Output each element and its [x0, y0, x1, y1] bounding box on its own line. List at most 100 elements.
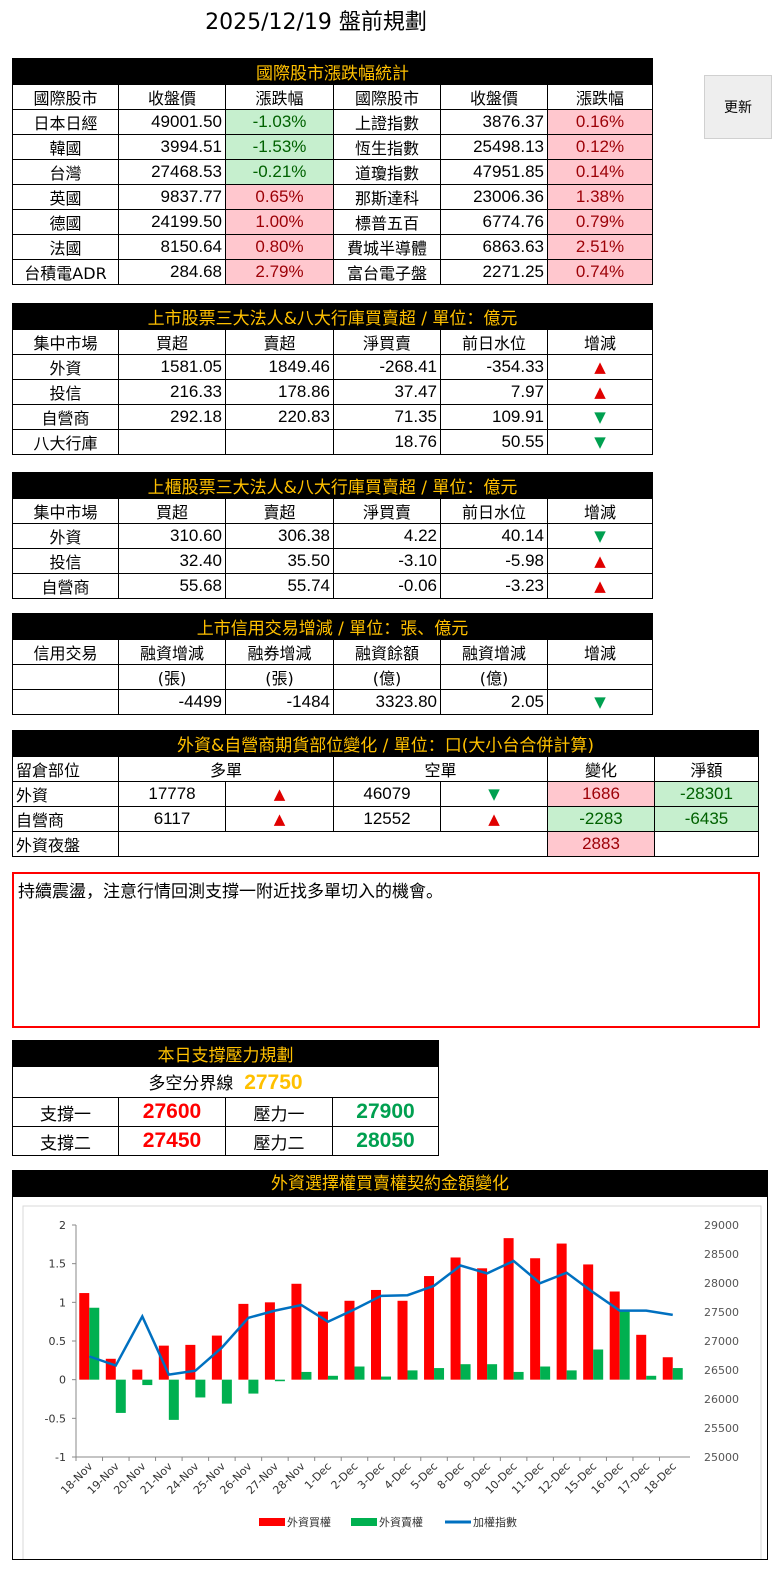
column-header: 買超 — [118, 329, 226, 355]
prev-level: 109.91 — [440, 404, 548, 430]
sell: 1849.46 — [225, 354, 334, 380]
column-header: 增減 — [546, 498, 654, 524]
put-bar — [195, 1379, 206, 1398]
y-tick-label: 0.5 — [49, 1335, 67, 1348]
put-bar — [407, 1370, 418, 1380]
long-value: 17778 — [118, 781, 226, 807]
investor: 外資 — [12, 523, 119, 549]
change-percent: 1.00% — [225, 209, 334, 235]
table-row: 韓國 3994.51 -1.53% 恆生指數 25498.13 0.12% — [12, 134, 654, 160]
y2-tick-label: 26500 — [704, 1364, 739, 1377]
change-value: -2283 — [547, 806, 655, 832]
futures-position-table: 外資&自營商期貨部位變化 / 單位：口(大小台合併計算) 留倉部位 多單 空單 變化 淨額… — [11, 730, 760, 857]
column-header: 融券增減 — [225, 639, 334, 665]
support2-label: 支撐二 — [12, 1126, 119, 1156]
column-header: 前日水位 — [440, 498, 548, 524]
market-name: 費城半導體 — [333, 234, 441, 260]
refresh-button[interactable]: 更新 — [704, 75, 772, 139]
legend-index-label: 加權指數 — [473, 1515, 517, 1529]
put-bar — [513, 1371, 524, 1380]
market-name: 上證指數 — [333, 109, 441, 135]
column-header: 淨買賣 — [333, 498, 441, 524]
pivot-value: 27750 — [244, 1071, 303, 1094]
listed-institutional-table: 上市股票三大法人&八大行庫買賣超 / 單位：億元 集中市場 買超 賣超 淨買賣 前日水位增… — [11, 303, 654, 455]
column-header: 漲跌幅 — [225, 84, 334, 110]
prev-level: 7.97 — [440, 379, 548, 405]
close-price: 9837.77 — [118, 184, 226, 210]
up-arrow-icon: ▲ — [546, 548, 654, 574]
change-value: 2883 — [547, 831, 655, 857]
table-row: 法國 8150.64 0.80% 費城半導體 6863.63 2.51% — [12, 234, 654, 260]
y-tick-label: 1.5 — [49, 1258, 67, 1271]
column-header: 增減 — [546, 639, 654, 665]
put-bar — [566, 1370, 577, 1380]
margin-value: 3323.80 — [333, 689, 441, 715]
put-bar — [381, 1376, 391, 1380]
empty-cell — [118, 831, 548, 857]
table-row: 外資 1581.05 1849.46 -268.41 -354.33 ▲ — [12, 354, 654, 380]
call-bar — [477, 1268, 488, 1380]
call-bar — [636, 1334, 647, 1380]
sell: 306.38 — [225, 523, 334, 549]
put-bar — [487, 1364, 498, 1380]
put-bar — [115, 1379, 126, 1413]
table-row: 投信 32.40 35.50 -3.10 -5.98 ▲ — [12, 548, 654, 574]
down-arrow-icon: ▼ — [546, 523, 654, 549]
column-header: 變化 — [547, 756, 655, 782]
empty-cell — [653, 831, 760, 857]
put-bar — [540, 1366, 551, 1380]
market-name: 日本日經 — [12, 109, 119, 135]
down-arrow-icon: ▼ — [440, 781, 548, 807]
market-name: 德國 — [12, 209, 119, 235]
call-bar — [450, 1257, 461, 1380]
table-row: 台灣 27468.53 -0.21% 道瓊指數 47951.85 0.14% — [12, 159, 654, 185]
column-header: 前日水位 — [440, 329, 548, 355]
legend-call-label: 外資買權 — [287, 1516, 331, 1529]
call-bar — [424, 1276, 435, 1380]
net: 37.47 — [333, 379, 441, 405]
long-value: 6117 — [118, 806, 226, 832]
unit-label — [546, 664, 654, 690]
buy: 32.40 — [118, 548, 226, 574]
unit-label: (億) — [440, 664, 548, 690]
change-percent: 0.80% — [225, 234, 334, 260]
net: -0.06 — [333, 573, 441, 599]
up-arrow-icon: ▲ — [225, 806, 334, 832]
call-bar — [397, 1300, 408, 1380]
column-header: 賣超 — [225, 498, 334, 524]
change-percent: 1.38% — [546, 184, 654, 210]
net: 71.35 — [333, 404, 441, 430]
buy: 216.33 — [118, 379, 226, 405]
support1-label: 支撐一 — [12, 1097, 119, 1127]
change-value: 1686 — [547, 781, 655, 807]
sell: 178.86 — [225, 379, 334, 405]
y-tick-label: -0.5 — [45, 1412, 66, 1425]
y-tick-label: 0 — [59, 1374, 66, 1387]
position-name: 自營商 — [12, 806, 119, 832]
futures-title: 外資&自營商期貨部位變化 / 單位：口(大小台合併計算) — [11, 730, 760, 757]
page-title: 2025/12/19 盤前規劃 — [205, 10, 427, 35]
close-price: 27468.53 — [118, 159, 226, 185]
intl-title: 國際股市漲跌幅統計 — [11, 58, 654, 85]
call-bar — [583, 1264, 594, 1380]
margin-value — [12, 689, 119, 715]
sell: 35.50 — [225, 548, 334, 574]
call-bar — [105, 1358, 116, 1380]
put-bar — [327, 1375, 338, 1380]
change-percent: 2.79% — [225, 259, 334, 285]
close-price: 3876.37 — [440, 109, 548, 135]
column-header: 淨買賣 — [333, 329, 441, 355]
net: 4.22 — [333, 523, 441, 549]
investor: 自營商 — [12, 573, 119, 599]
down-arrow-icon: ▼ — [546, 689, 654, 715]
legend-call-swatch — [259, 1518, 285, 1526]
options-chart: 外資選擇權買賣權契約金額變化 2 1.5 1 0.5 0 -0.5 -1 29000 28500… — [12, 1170, 768, 1560]
net: -268.41 — [333, 354, 441, 380]
prev-level: 50.55 — [440, 429, 548, 455]
investor: 投信 — [12, 379, 119, 405]
column-header: 淨額 — [653, 756, 760, 782]
buy: 310.60 — [118, 523, 226, 549]
up-arrow-icon: ▲ — [440, 806, 548, 832]
market-name: 道瓊指數 — [333, 159, 441, 185]
change-percent: 0.79% — [546, 209, 654, 235]
